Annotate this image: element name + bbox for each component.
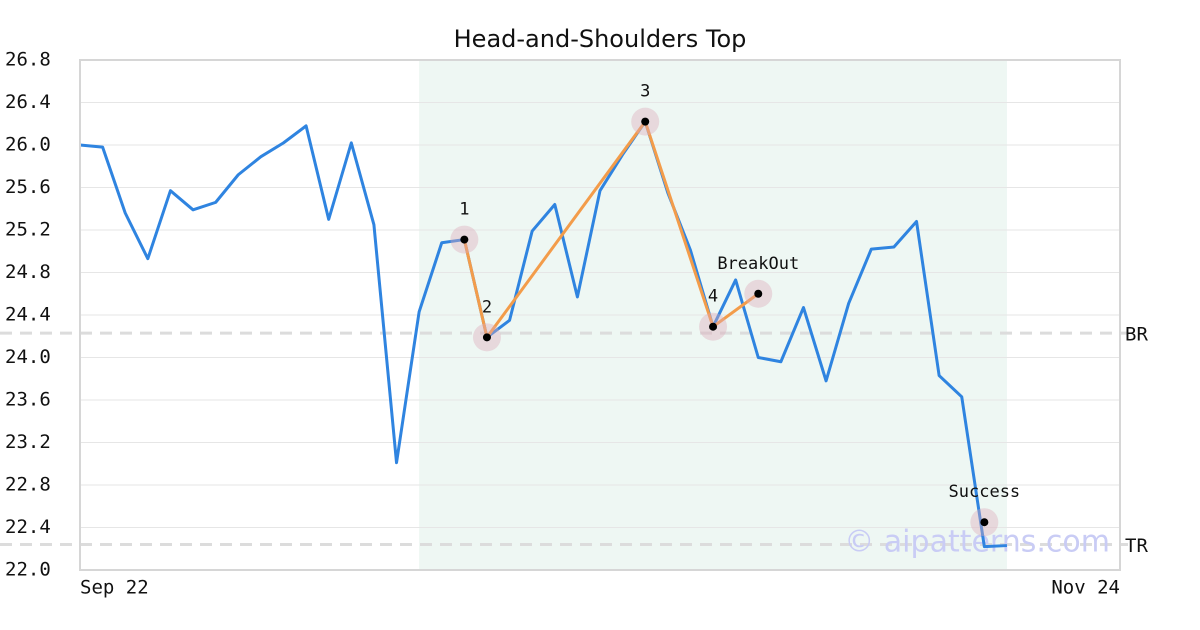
y-tick-label: 25.2 (5, 219, 51, 241)
marker-label: 1 (459, 200, 469, 220)
y-tick-label: 26.8 (5, 49, 51, 71)
marker-dot (709, 322, 718, 331)
y-tick-label: 22.4 (5, 516, 51, 538)
plot-frame (79, 59, 1121, 571)
marker-label: 4 (708, 287, 718, 307)
marker-dot (482, 333, 491, 342)
level-label: BR (1125, 324, 1148, 346)
y-tick-label: 25.6 (5, 176, 51, 198)
marker-label: 3 (640, 82, 650, 102)
marker-dot (754, 289, 763, 298)
y-tick-label: 23.6 (5, 389, 51, 411)
marker-label: Success (949, 482, 1021, 502)
y-tick-label: 24.4 (5, 304, 51, 326)
y-tick-label: 26.4 (5, 91, 51, 113)
marker-label: 2 (482, 297, 492, 317)
price-line (79, 120, 1008, 549)
y-tick-label: 24.0 (5, 346, 51, 368)
y-tick-label: 24.8 (5, 261, 51, 283)
chart-title: Head-and-Shoulders Top (454, 25, 747, 53)
y-tick-label: 22.0 (5, 559, 51, 581)
marker-dot (641, 117, 650, 126)
y-tick-label: 23.2 (5, 431, 51, 453)
level-label: TR (1125, 535, 1148, 557)
y-tick-label: 22.8 (5, 474, 51, 496)
y-tick-label: 26.0 (5, 134, 51, 156)
watermark: © aipatterns.com (844, 525, 1110, 560)
marker-label: BreakOut (717, 254, 799, 274)
x-tick-label: Nov 24 (1051, 577, 1120, 599)
x-tick-label: Sep 22 (80, 577, 149, 599)
marker-dot (980, 518, 989, 527)
marker-dot (460, 235, 469, 244)
